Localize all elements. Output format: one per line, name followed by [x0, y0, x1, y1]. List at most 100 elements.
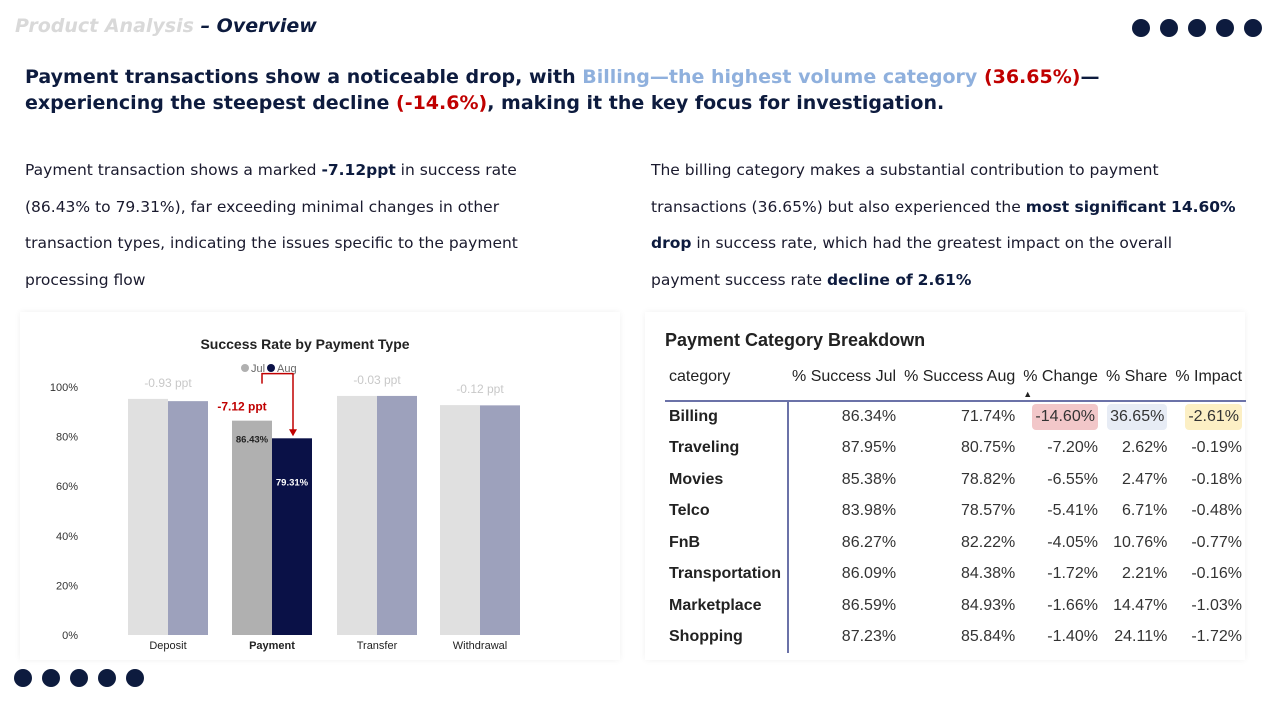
cell-category: Traveling: [665, 432, 790, 464]
cell-change: -4.05%: [1019, 527, 1102, 559]
change-label: -0.93 ppt: [144, 376, 192, 390]
cell-change: -7.20%: [1019, 433, 1102, 465]
table-row[interactable]: Movies 85.38% 78.82% -6.55% 2.47% -0.18%: [665, 464, 1246, 496]
y-tick-label: 0%: [62, 630, 78, 642]
cell-value: 24.11%: [1114, 628, 1168, 646]
legend-jul-marker: [241, 364, 249, 372]
cell-value: Transportation: [669, 565, 782, 583]
cell-value: -0.16%: [1191, 565, 1243, 583]
cell-value: Marketplace: [669, 596, 762, 614]
cell-change: -1.40%: [1019, 622, 1102, 654]
table-row[interactable]: Marketplace 86.59% 84.93% -1.66% 14.47% -1.03…: [665, 590, 1246, 622]
change-label: -0.12 ppt: [456, 382, 504, 396]
y-tick-label: 100%: [50, 382, 78, 394]
cell-value: Traveling: [669, 439, 740, 457]
cell-value: 2.21%: [1121, 565, 1168, 583]
cell-value: -1.72%: [1191, 628, 1243, 646]
x-tick-label: Payment: [249, 640, 295, 652]
bar-aug-withdrawal: [480, 405, 520, 635]
cell-success-aug: 80.75%: [900, 433, 1019, 465]
cell-success-jul: 83.98%: [788, 496, 900, 528]
table-row[interactable]: Billing 86.34% 71.74% -14.60% 36.65% -2.61%: [665, 401, 1246, 433]
column-header[interactable]: % Change ▲: [1019, 362, 1102, 402]
cell-value: 84.38%: [960, 565, 1016, 583]
cell-impact: -0.48%: [1171, 496, 1246, 528]
cell-impact: -2.61%: [1171, 401, 1246, 433]
change-label: -0.03 ppt: [353, 373, 401, 387]
table-row[interactable]: Shopping 87.23% 85.84% -1.40% 24.11% -1.72%: [665, 621, 1246, 654]
cell-value: 78.82%: [960, 470, 1016, 488]
bar-aug-payment: [272, 438, 312, 635]
chart-title: Success Rate by Payment Type: [200, 336, 409, 352]
table-row[interactable]: Telco 83.98% 78.57% -5.41% 6.71% -0.48%: [665, 495, 1246, 528]
cell-impact: -0.16%: [1171, 559, 1246, 591]
column-header[interactable]: % Success Aug: [900, 362, 1020, 402]
cell-value: 86.09%: [841, 565, 897, 583]
cell-value: 78.57%: [960, 502, 1016, 520]
aug-value-label: 79.31%: [276, 477, 309, 488]
y-tick-label: 40%: [56, 531, 78, 543]
cell-success-aug: 78.82%: [900, 464, 1019, 496]
table-row[interactable]: Traveling 87.95% 80.75% -7.20% 2.62% -0.19%: [665, 432, 1246, 465]
sort-ascending-icon[interactable]: ▲: [1023, 389, 1033, 399]
cell-success-jul: 85.38%: [788, 464, 900, 496]
cell-category: Marketplace: [665, 590, 790, 622]
legend-jul: Jul: [251, 363, 265, 375]
cell-success-jul: 86.27%: [788, 527, 900, 559]
cell-value: -2.61%: [1185, 404, 1243, 431]
cell-value: 86.34%: [841, 408, 897, 426]
success-rate-chart: Success Rate by Payment Type Jul Aug 0% 2…: [20, 312, 620, 660]
cell-value: -5.41%: [1047, 502, 1098, 520]
left-insight: Payment transaction shows a marked -7.12…: [25, 161, 518, 289]
cell-value: -0.77%: [1191, 533, 1243, 551]
cell-share: 24.11%: [1102, 622, 1171, 654]
decor-dots-top: [1132, 19, 1262, 37]
cell-value: 2.62%: [1121, 439, 1168, 457]
cell-success-aug: 84.38%: [900, 559, 1019, 591]
headline: Payment transactions show a noticeable d…: [25, 66, 1100, 114]
cell-impact: -1.03%: [1171, 590, 1246, 622]
cell-category: FnB: [665, 527, 790, 559]
category-breakdown-panel: Payment Category Breakdown category% Suc…: [645, 312, 1247, 660]
cell-success-aug: 78.57%: [900, 496, 1019, 528]
cell-value: 84.93%: [960, 596, 1016, 614]
column-header[interactable]: category: [665, 362, 789, 402]
category-table: category% Success Jul% Success Aug% Chan…: [665, 362, 1247, 654]
drop-arrow: [261, 372, 294, 431]
cell-value: 85.84%: [960, 628, 1016, 646]
cell-share: 14.47%: [1102, 590, 1171, 622]
page-title: – Overview: [200, 15, 317, 37]
column-header[interactable]: % Success Jul: [788, 362, 901, 402]
cell-impact: -0.19%: [1171, 433, 1246, 465]
right-insight: The billing category makes a substantial…: [651, 161, 1236, 289]
cell-value: Shopping: [669, 628, 743, 646]
arrow-head-icon: [289, 429, 297, 437]
page-header: Product Analysis – Overview: [15, 15, 317, 37]
cell-value: -1.40%: [1047, 628, 1098, 646]
cell-value: 82.22%: [960, 533, 1016, 551]
column-header[interactable]: % Share: [1101, 362, 1172, 402]
cell-category: Telco: [665, 495, 790, 527]
change-label: -7.12 ppt: [217, 400, 266, 414]
cell-value: -14.60%: [1032, 404, 1098, 431]
cell-value: -1.72%: [1047, 565, 1098, 583]
cell-value: -7.20%: [1047, 439, 1098, 457]
column-header[interactable]: % Impact: [1171, 362, 1247, 402]
cell-category: Transportation: [665, 558, 790, 590]
cell-success-jul: 86.09%: [788, 559, 900, 591]
cell-change: -1.66%: [1019, 590, 1102, 622]
legend-aug-marker: [267, 364, 275, 372]
cell-value: FnB: [669, 533, 701, 551]
cell-value: Telco: [669, 502, 710, 520]
y-tick-label: 20%: [56, 580, 78, 592]
cell-value: 80.75%: [960, 439, 1016, 457]
bar-aug-transfer: [377, 395, 417, 635]
table-row[interactable]: Transportation 86.09% 84.38% -1.72% 2.21% -0.…: [665, 558, 1246, 591]
decor-dots-bottom: [14, 669, 144, 687]
cell-value: 87.23%: [841, 628, 897, 646]
table-row[interactable]: FnB 86.27% 82.22% -4.05% 10.76% -0.77%: [665, 527, 1246, 559]
cell-share: 36.65%: [1102, 401, 1171, 433]
cell-value: 86.27%: [841, 533, 897, 551]
cell-impact: -0.77%: [1171, 527, 1246, 559]
cell-success-aug: 85.84%: [900, 622, 1019, 654]
